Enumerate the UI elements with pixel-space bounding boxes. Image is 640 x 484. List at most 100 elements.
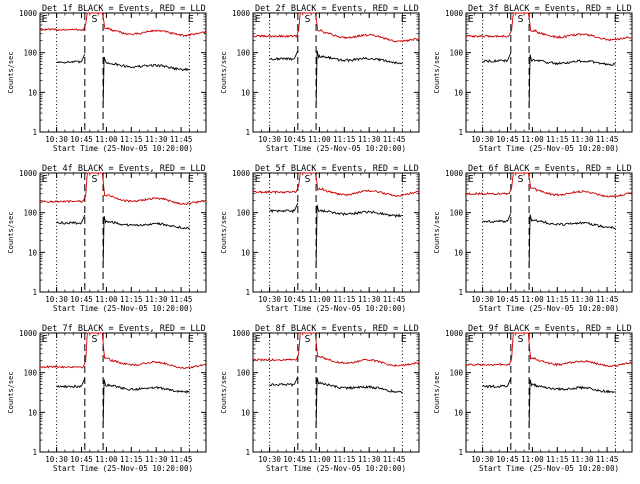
series-trace-events-pre xyxy=(56,378,86,389)
y-tick-label: 100 xyxy=(449,49,463,58)
x-tick-label: 11:00 xyxy=(521,455,544,464)
x-tick-label: 11:15 xyxy=(546,135,569,144)
x-axis-label: Start Time (25-Nov-05 10:20:00) xyxy=(479,144,619,153)
series-trace-events-pre xyxy=(56,214,86,225)
x-axis-label: Start Time (25-Nov-05 10:20:00) xyxy=(479,304,619,313)
y-axis-label: Counts/sec xyxy=(220,211,228,253)
panel-title: Det 4f BLACK = Events, RED = LLD xyxy=(42,164,206,174)
y-axis-label: Counts/sec xyxy=(220,51,228,93)
panel-1: Det 1f BLACK = Events, RED = LLD 1 10 100 10… xyxy=(7,4,207,153)
x-tick-label: 11:00 xyxy=(308,135,331,144)
x-tick-label: 11:45 xyxy=(383,135,406,144)
panel-5: Det 5f BLACK = Events, RED = LLD 1 10 100 10… xyxy=(220,164,420,313)
marker-label: E xyxy=(401,14,407,25)
y-tick-label: 1 xyxy=(32,288,37,297)
marker-label: E xyxy=(255,14,261,25)
x-tick-label: 11:30 xyxy=(358,455,381,464)
series-trace-lld xyxy=(252,12,420,43)
panel-7: Det 7f BLACK = Events, RED = LLD 1 10 100 10… xyxy=(7,324,207,473)
y-tick-label: 100 xyxy=(449,209,463,218)
y-tick-label: 1000 xyxy=(445,329,464,338)
x-tick-label: 10:45 xyxy=(70,135,93,144)
y-tick-label: 1 xyxy=(458,448,463,457)
x-tick-label: 10:45 xyxy=(496,295,519,304)
y-axis-label: Counts/sec xyxy=(433,371,441,413)
x-tick-label: 11:00 xyxy=(308,455,331,464)
marker-label: E xyxy=(188,174,194,185)
x-tick-label: 11:00 xyxy=(521,295,544,304)
plot-frame xyxy=(465,12,633,133)
y-tick-label: 1 xyxy=(458,288,463,297)
marker-label: E xyxy=(255,174,261,185)
y-axis-label: Counts/sec xyxy=(7,211,15,253)
x-tick-label: 11:15 xyxy=(120,295,143,304)
plot-frame xyxy=(39,172,207,293)
y-tick-label: 1000 xyxy=(19,9,38,18)
marker-label: E xyxy=(401,174,407,185)
x-tick-label: 11:45 xyxy=(170,135,193,144)
x-tick-label: 10:30 xyxy=(471,295,494,304)
y-tick-label: 1000 xyxy=(19,329,38,338)
x-tick-label: 10:45 xyxy=(283,455,306,464)
marker-label: E xyxy=(614,334,620,345)
series-trace-events-pre xyxy=(482,378,512,389)
y-tick-label: 1000 xyxy=(445,9,464,18)
y-tick-label: 10 xyxy=(454,248,464,257)
x-axis-label: Start Time (25-Nov-05 10:20:00) xyxy=(53,144,193,153)
y-tick-label: 100 xyxy=(236,49,250,58)
x-tick-label: 10:30 xyxy=(45,135,68,144)
marker-label: E xyxy=(255,334,261,345)
x-tick-label: 11:30 xyxy=(145,295,168,304)
series-trace-events xyxy=(102,215,190,269)
series-trace-events xyxy=(528,214,616,269)
x-tick-label: 11:45 xyxy=(383,455,406,464)
marker-label: S xyxy=(304,14,310,25)
marker-label: S xyxy=(517,174,523,185)
panel-title: Det 9f BLACK = Events, RED = LLD xyxy=(468,324,632,334)
series-trace-events xyxy=(528,379,616,429)
panel-title: Det 3f BLACK = Events, RED = LLD xyxy=(468,4,632,14)
marker-label: S xyxy=(517,334,523,345)
marker-label: E xyxy=(468,14,474,25)
series-trace-events-pre xyxy=(482,213,512,224)
x-axis-label: Start Time (25-Nov-05 10:20:00) xyxy=(53,464,193,473)
series-trace-lld xyxy=(39,12,207,38)
y-tick-label: 100 xyxy=(236,369,250,378)
marker-label: S xyxy=(91,14,97,25)
x-axis-label: Start Time (25-Nov-05 10:20:00) xyxy=(266,304,406,313)
x-tick-label: 11:30 xyxy=(145,135,168,144)
plot-frame xyxy=(252,12,420,133)
x-axis-label: Start Time (25-Nov-05 10:20:00) xyxy=(266,464,406,473)
panel-8: Det 8f BLACK = Events, RED = LLD 1 10 100 10… xyxy=(220,324,420,473)
y-tick-label: 1000 xyxy=(445,169,464,178)
panel-4: Det 4f BLACK = Events, RED = LLD 1 10 100 10… xyxy=(7,164,207,313)
x-tick-label: 11:30 xyxy=(571,135,594,144)
y-tick-label: 10 xyxy=(454,408,464,417)
x-tick-label: 10:45 xyxy=(496,455,519,464)
x-tick-label: 11:15 xyxy=(546,295,569,304)
y-tick-label: 10 xyxy=(454,88,464,97)
series-trace-events-pre xyxy=(56,53,86,64)
x-axis-label: Start Time (25-Nov-05 10:20:00) xyxy=(266,144,406,153)
marker-label: E xyxy=(42,334,48,345)
y-tick-label: 1 xyxy=(245,448,250,457)
y-tick-label: 10 xyxy=(241,248,251,257)
series-trace-events xyxy=(315,204,403,269)
x-tick-label: 10:30 xyxy=(471,455,494,464)
panel-title: Det 2f BLACK = Events, RED = LLD xyxy=(255,4,419,14)
y-tick-label: 10 xyxy=(28,408,38,417)
y-tick-label: 1 xyxy=(32,448,37,457)
marker-label: E xyxy=(188,334,194,345)
panel-2: Det 2f BLACK = Events, RED = LLD 1 10 100 10… xyxy=(220,4,420,153)
series-trace-lld xyxy=(465,332,633,368)
x-tick-label: 11:15 xyxy=(120,455,143,464)
y-tick-label: 1 xyxy=(32,128,37,137)
y-tick-label: 10 xyxy=(28,88,38,97)
series-trace-lld xyxy=(465,12,633,42)
panel-title: Det 8f BLACK = Events, RED = LLD xyxy=(255,324,419,334)
series-trace-events-pre xyxy=(269,376,299,387)
y-tick-label: 1 xyxy=(245,128,250,137)
marker-label: E xyxy=(42,174,48,185)
x-tick-label: 11:15 xyxy=(333,455,356,464)
